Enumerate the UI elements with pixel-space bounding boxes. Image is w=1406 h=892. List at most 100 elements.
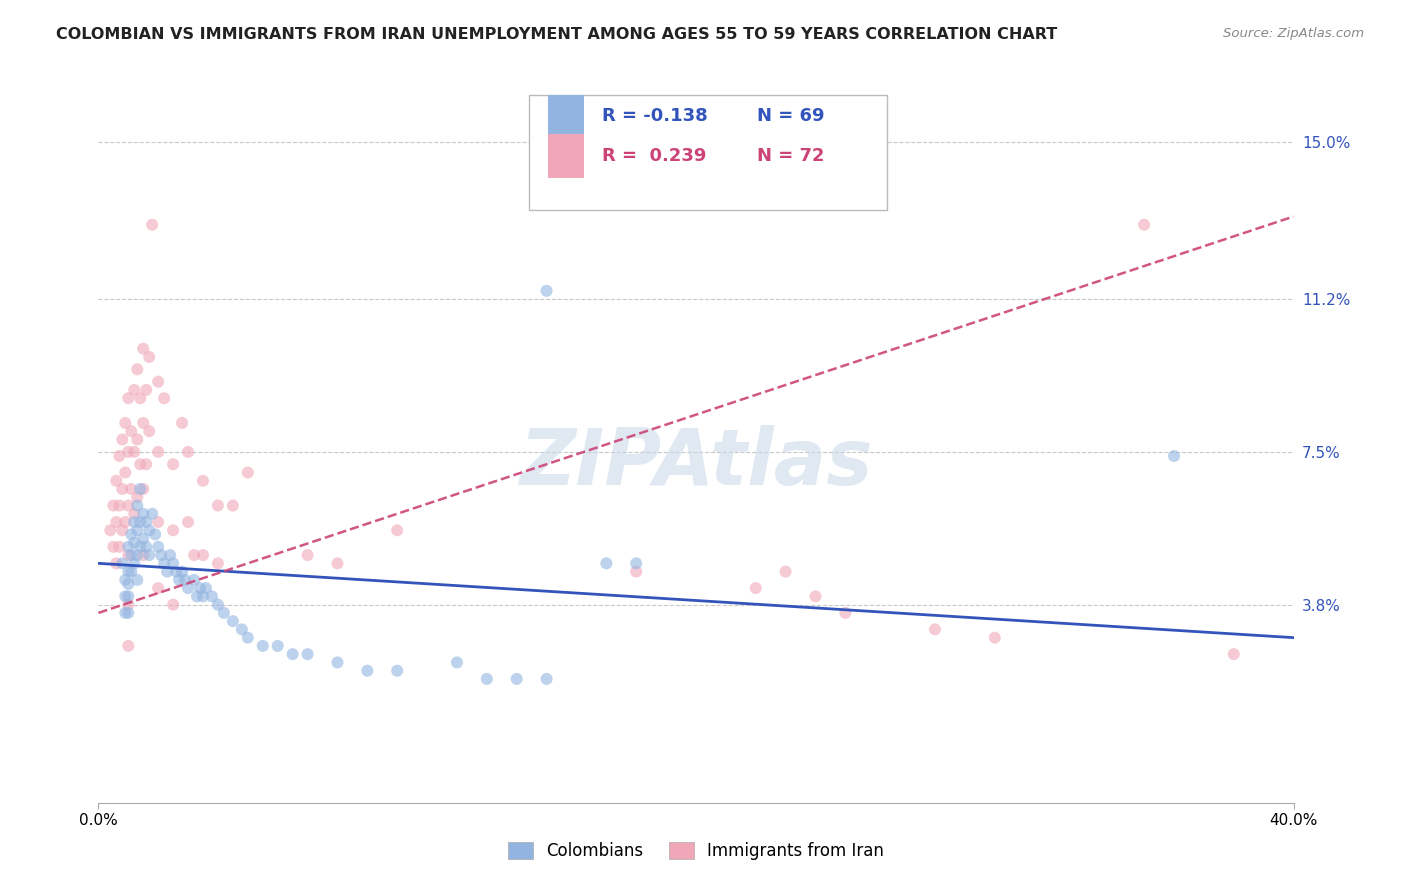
Point [127,490,149,504]
Point [111,433,134,447]
Point [385,664,409,678]
Point [174,573,197,587]
Point [124,515,146,529]
Point [186,590,208,604]
Point [135,515,157,529]
Point [129,515,152,529]
Point [132,416,155,430]
Point [1223,647,1246,661]
Point [207,499,229,513]
Point [804,590,827,604]
Point [297,548,319,562]
Point [167,573,190,587]
Point [156,565,179,579]
Point [191,548,214,562]
Point [297,647,319,661]
Point [138,548,160,562]
Point [1133,218,1156,232]
Point [105,474,128,488]
Point [446,656,468,670]
Point [834,606,856,620]
Point [207,557,229,571]
Point [127,433,149,447]
Point [111,482,134,496]
Point [117,499,139,513]
Point [267,639,290,653]
Text: Source: ZipAtlas.com: Source: ZipAtlas.com [1223,27,1364,40]
Point [150,548,173,562]
Point [132,548,155,562]
Point [114,606,136,620]
Point [129,482,152,496]
Point [165,565,187,579]
Point [195,581,218,595]
Point [153,391,176,405]
Point [148,540,170,554]
Point [124,535,146,549]
Point [536,284,558,298]
Point [138,524,160,538]
Point [626,557,648,571]
Point [745,581,768,595]
Point [114,590,136,604]
Point [111,557,134,571]
Point [148,375,170,389]
Point [326,656,349,670]
Point [120,527,142,541]
Point [114,515,136,529]
Point [108,540,131,554]
Point [159,548,181,562]
Point [212,606,235,620]
Text: R =  0.239: R = 0.239 [602,147,706,165]
Point [222,614,245,628]
Point [191,474,214,488]
Point [231,623,253,637]
Point [775,565,797,579]
Point [236,631,259,645]
Point [117,577,139,591]
Point [135,457,157,471]
Point [132,342,155,356]
Point [252,639,274,653]
Point [326,557,349,571]
Legend: Colombians, Immigrants from Iran: Colombians, Immigrants from Iran [502,835,890,867]
Point [135,540,157,554]
Point [356,664,378,678]
Point [129,391,152,405]
Point [385,524,409,538]
Point [143,527,166,541]
Point [141,218,163,232]
Point [108,499,131,513]
Point [120,548,142,562]
Point [124,445,146,459]
Text: R = -0.138: R = -0.138 [602,107,707,126]
Point [138,350,160,364]
Point [117,548,139,562]
Point [114,573,136,587]
Point [138,424,160,438]
Point [984,631,1007,645]
Point [117,540,139,554]
Point [127,524,149,538]
Point [127,362,149,376]
Point [475,672,498,686]
Point [626,565,648,579]
Point [129,457,152,471]
Point [132,507,155,521]
Point [114,416,136,430]
Point [117,565,139,579]
Point [162,457,184,471]
Point [172,565,194,579]
Point [120,565,142,579]
Point [148,445,170,459]
Point [135,383,157,397]
Point [201,590,224,604]
Point [148,515,170,529]
Point [127,573,149,587]
Point [124,557,146,571]
Point [183,573,205,587]
Point [114,466,136,480]
Point [162,557,184,571]
Point [177,515,200,529]
Text: N = 72: N = 72 [756,147,824,165]
